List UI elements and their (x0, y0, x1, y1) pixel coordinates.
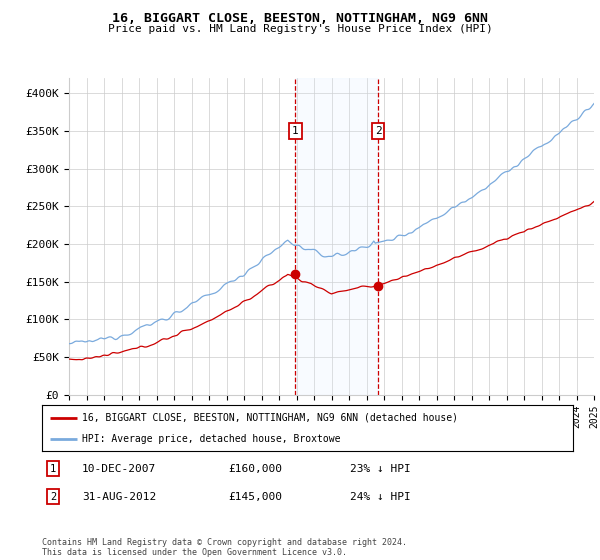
Text: 2: 2 (375, 126, 382, 136)
Text: 2: 2 (50, 492, 56, 502)
Text: £145,000: £145,000 (228, 492, 282, 502)
Text: HPI: Average price, detached house, Broxtowe: HPI: Average price, detached house, Brox… (82, 435, 340, 444)
Text: 10-DEC-2007: 10-DEC-2007 (82, 464, 156, 474)
Text: 1: 1 (292, 126, 299, 136)
Text: 16, BIGGART CLOSE, BEESTON, NOTTINGHAM, NG9 6NN: 16, BIGGART CLOSE, BEESTON, NOTTINGHAM, … (112, 12, 488, 25)
Text: £160,000: £160,000 (228, 464, 282, 474)
Bar (295, 78, 378, 395)
Text: 16, BIGGART CLOSE, BEESTON, NOTTINGHAM, NG9 6NN (detached house): 16, BIGGART CLOSE, BEESTON, NOTTINGHAM, … (82, 413, 458, 423)
Text: 31-AUG-2012: 31-AUG-2012 (82, 492, 156, 502)
Text: 1: 1 (50, 464, 56, 474)
Text: 23% ↓ HPI: 23% ↓ HPI (350, 464, 411, 474)
Text: 24% ↓ HPI: 24% ↓ HPI (350, 492, 411, 502)
Text: Contains HM Land Registry data © Crown copyright and database right 2024.
This d: Contains HM Land Registry data © Crown c… (42, 538, 407, 557)
Text: Price paid vs. HM Land Registry's House Price Index (HPI): Price paid vs. HM Land Registry's House … (107, 24, 493, 34)
